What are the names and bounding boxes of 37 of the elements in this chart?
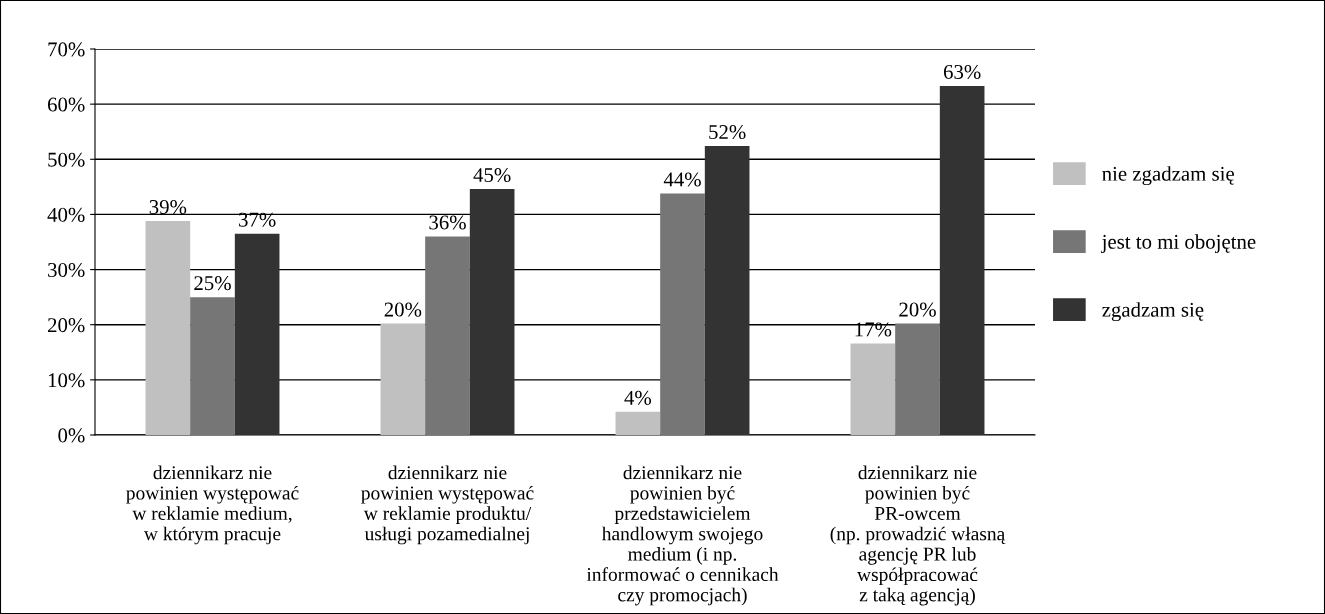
data-label: 63% bbox=[943, 64, 981, 79]
data-label: 25% bbox=[194, 276, 231, 291]
bar bbox=[380, 323, 426, 435]
legend-label: zgadzam się bbox=[1102, 302, 1204, 322]
x-tick-label: dziennikarz nie powinien występować w reklamie produktu/ usługi pozamedialnej bbox=[361, 465, 534, 545]
data-label: 44% bbox=[663, 172, 701, 187]
bar bbox=[615, 411, 661, 435]
bar bbox=[190, 297, 235, 435]
bar bbox=[234, 233, 280, 435]
legend-label: nie zgadzam się bbox=[1102, 166, 1234, 186]
y-tick-label: 30% bbox=[48, 262, 85, 278]
y-tick-label: 70% bbox=[48, 42, 85, 57]
y-tick-label: 0% bbox=[58, 428, 85, 443]
bar bbox=[704, 146, 750, 435]
bar bbox=[850, 343, 896, 435]
bar bbox=[939, 85, 985, 435]
legend-label: jest to mi obojętne bbox=[1101, 234, 1256, 254]
data-label: 4% bbox=[624, 390, 652, 405]
data-label: 45% bbox=[473, 167, 511, 183]
bar bbox=[425, 236, 470, 435]
y-tick-label: 50% bbox=[48, 152, 85, 167]
bar bbox=[145, 221, 191, 435]
x-tick-label: dziennikarz nie powinien być przedstawicielem handlowym swojego medium (i np. informować o cennikach czy promocjach) bbox=[586, 465, 779, 606]
x-tick-label: dziennikarz nie powinien występować w reklamie medium, w którym pracuje bbox=[126, 465, 299, 545]
bar bbox=[469, 189, 515, 435]
y-tick-label: 60% bbox=[47, 97, 85, 112]
data-label: 52% bbox=[709, 124, 746, 140]
x-tick-label: dziennikarz nie powinien być PR-owcem (np. prowadzić własną agencję PR lub współpracować z taką agencją) bbox=[830, 465, 1006, 606]
data-label: 20% bbox=[384, 302, 422, 317]
bar bbox=[660, 193, 705, 435]
data-label: 39% bbox=[149, 199, 187, 215]
y-tick-label: 40% bbox=[47, 207, 85, 222]
bar bbox=[895, 323, 940, 435]
y-tick-label: 10% bbox=[48, 373, 85, 388]
data-label: 20% bbox=[899, 302, 936, 317]
data-label: 36% bbox=[429, 215, 466, 230]
y-tick-label: 20% bbox=[48, 318, 85, 333]
